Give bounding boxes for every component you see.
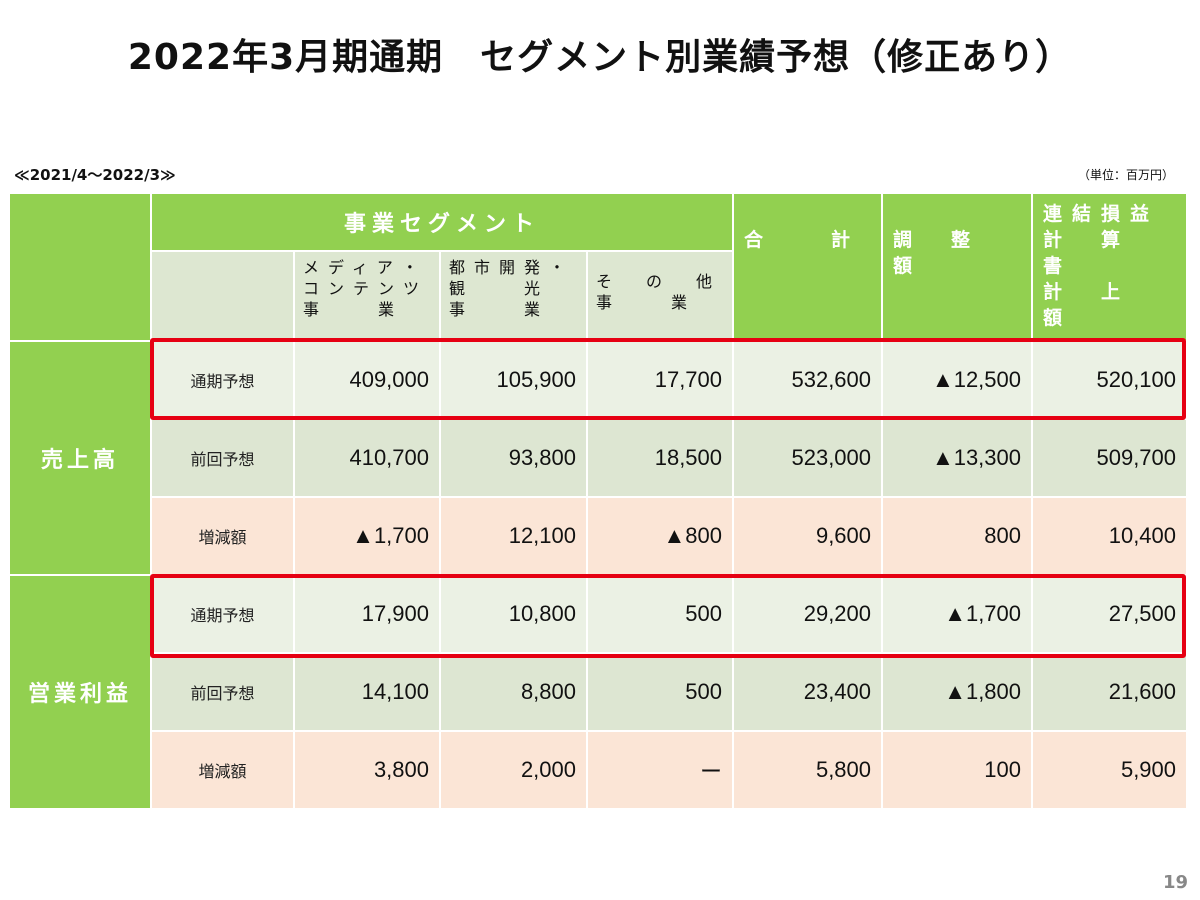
- value-cell: 800: [881, 496, 1034, 576]
- value-cell: 520,100: [1031, 340, 1189, 420]
- group-label-operating-profit: 営業利益: [8, 574, 152, 810]
- value-cell: 105,900: [439, 340, 588, 420]
- value-cell: ▲12,500: [881, 340, 1034, 420]
- value-cell: 29,200: [732, 574, 884, 654]
- value-cell: 93,800: [439, 418, 588, 498]
- value-cell: ▲1,700: [293, 496, 441, 576]
- segment-header: 事業セグメント: [149, 192, 735, 252]
- value-cell: 8,800: [439, 652, 588, 732]
- value-cell: 532,600: [732, 340, 884, 420]
- header-line: 事 業: [303, 301, 404, 319]
- other-header: そ の 他 事 業: [585, 249, 735, 343]
- value-cell: 17,900: [293, 574, 441, 654]
- value-cell: 9,600: [732, 496, 884, 576]
- row-label: 前回予想: [150, 418, 295, 498]
- value-cell: ー: [585, 730, 735, 810]
- consolidated-header-line: 計 算 書: [1043, 230, 1160, 277]
- row-label: 通期予想: [150, 574, 295, 654]
- value-cell: 3,800: [293, 730, 441, 810]
- row-label: 通期予想: [150, 340, 295, 420]
- header-line: コンテンツ: [303, 280, 429, 298]
- value-cell: 523,000: [732, 418, 884, 498]
- header-line: 観 光: [449, 280, 550, 298]
- corner-cell: [8, 192, 152, 342]
- value-cell: 14,100: [293, 652, 441, 732]
- header-line: 事 業: [596, 294, 697, 312]
- group-label-sales: 売上高: [8, 340, 152, 576]
- value-cell: 10,800: [439, 574, 588, 654]
- value-cell: 410,700: [293, 418, 441, 498]
- urban-tourism-header: 都市開発・ 観 光 事 業: [439, 249, 588, 343]
- value-cell: 5,900: [1031, 730, 1189, 810]
- row-label: 増減額: [150, 730, 295, 810]
- value-cell: 5,800: [732, 730, 884, 810]
- value-cell: 2,000: [439, 730, 588, 810]
- value-cell: ▲13,300: [881, 418, 1034, 498]
- value-cell: 23,400: [732, 652, 884, 732]
- consolidated-header: 連結損益 計 算 書 計 上 額: [1031, 192, 1189, 342]
- consolidated-header-line: 連結損益: [1043, 204, 1160, 225]
- adjustment-header: 調 整 額: [881, 192, 1034, 342]
- header-line: 事 業: [449, 301, 550, 319]
- unit-label: （単位：百万円）: [1077, 168, 1174, 182]
- header-line: そ の 他: [596, 273, 722, 291]
- value-cell: 509,700: [1031, 418, 1189, 498]
- label-header-cell: [150, 249, 295, 343]
- total-header: 合 計: [732, 192, 884, 342]
- page-number: 19: [1162, 872, 1188, 893]
- value-cell: 409,000: [293, 340, 441, 420]
- value-cell: 12,100: [439, 496, 588, 576]
- value-cell: 500: [585, 574, 735, 654]
- value-cell: 500: [585, 652, 735, 732]
- value-cell: 10,400: [1031, 496, 1189, 576]
- value-cell: ▲800: [585, 496, 735, 576]
- row-label: 増減額: [150, 496, 295, 576]
- period-label: ≪2021/4～2022/3≫: [14, 166, 176, 184]
- consolidated-header-line: 計 上 額: [1043, 282, 1160, 329]
- header-line: メディア・: [303, 259, 427, 277]
- value-cell: ▲1,700: [881, 574, 1034, 654]
- header-line: 都市開発・: [449, 259, 575, 277]
- value-cell: 27,500: [1031, 574, 1189, 654]
- page-title: 2022年3月期通期 セグメント別業績予想（修正あり）: [127, 37, 1073, 78]
- value-cell: 100: [881, 730, 1034, 810]
- row-label: 前回予想: [150, 652, 295, 732]
- value-cell: ▲1,800: [881, 652, 1034, 732]
- segment-forecast-table: 事業セグメント 合 計 調 整 額 連結損益 計 算 書 計 上 額 メディア・…: [8, 192, 1189, 810]
- value-cell: 18,500: [585, 418, 735, 498]
- value-cell: 17,700: [585, 340, 735, 420]
- media-content-header: メディア・ コンテンツ 事 業: [293, 249, 441, 343]
- value-cell: 21,600: [1031, 652, 1189, 732]
